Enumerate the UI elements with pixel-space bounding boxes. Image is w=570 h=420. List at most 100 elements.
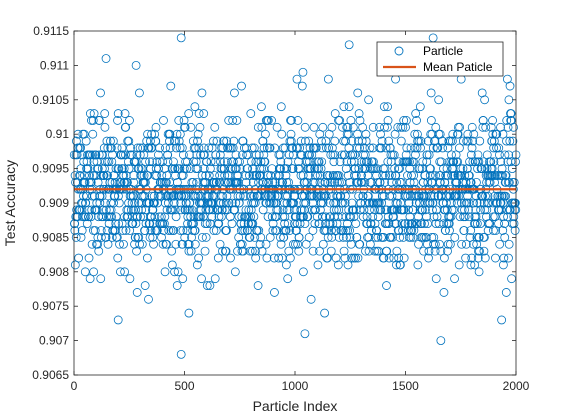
particle-point [504, 239, 514, 249]
particle-point [430, 246, 440, 256]
particle-point [426, 116, 436, 125]
particle-point [148, 232, 158, 242]
particle-point [259, 143, 269, 153]
particle-point [101, 205, 111, 215]
particle-point [318, 239, 328, 249]
particle-point [136, 212, 145, 222]
particle-point [399, 116, 409, 125]
particle-point [115, 239, 124, 249]
particle-point [210, 274, 220, 284]
particle-point [270, 288, 279, 297]
particle-point [468, 157, 478, 167]
particle-point [462, 198, 472, 208]
particle-point [477, 164, 487, 174]
particle-point [352, 143, 362, 153]
particle-point [106, 205, 116, 215]
particle-point [466, 226, 476, 235]
particle-point [464, 171, 474, 180]
particle-point [311, 143, 321, 153]
particle-point [219, 157, 229, 167]
particle-point [299, 212, 309, 222]
particle-point [273, 205, 283, 215]
particle-point [169, 157, 178, 167]
y-tick-label: 0.911 [40, 58, 69, 72]
particle-point [176, 205, 186, 215]
particle-point [304, 171, 313, 180]
particle-point [184, 239, 194, 249]
particle-point [433, 143, 443, 153]
particle-point [479, 246, 489, 256]
particle-point [108, 136, 118, 146]
particle-point-outlier [101, 54, 111, 63]
particle-point [315, 246, 324, 256]
particle-point [79, 129, 89, 139]
particle-point-outlier [436, 336, 446, 346]
particle-point [343, 226, 353, 235]
particle-point [298, 171, 308, 180]
particle-point [165, 143, 175, 153]
particle-point [220, 171, 230, 180]
particle-point [272, 122, 282, 132]
particle-point [191, 157, 201, 167]
particle-point [277, 129, 287, 139]
particle-point [237, 239, 247, 249]
particle-point [241, 191, 250, 201]
particle-point [384, 171, 394, 180]
particle-point [206, 157, 216, 167]
particle-point [282, 164, 292, 174]
particle-point [262, 177, 272, 187]
particle-point [149, 239, 158, 249]
particle-point [340, 191, 350, 201]
particle-point [291, 212, 301, 222]
particle-point [399, 205, 409, 215]
particle-point [300, 122, 310, 132]
particle-point [97, 232, 106, 242]
particle-point [250, 232, 260, 242]
particle-point [327, 226, 336, 235]
particle-point [254, 226, 264, 235]
particle-point [119, 239, 128, 249]
particle-point [489, 143, 499, 153]
particle-point [166, 226, 176, 235]
particle-point [225, 212, 235, 222]
particle-point [268, 226, 278, 235]
particle-point [281, 260, 291, 270]
particle-point [473, 150, 483, 160]
particle-point [357, 136, 367, 146]
particle-point [336, 191, 346, 201]
particle-point [128, 219, 138, 229]
particle-point [124, 136, 134, 146]
particle-point [337, 150, 347, 160]
particle-point [456, 164, 466, 174]
particle-point [126, 143, 135, 153]
particle-point [303, 212, 313, 222]
particle-point [284, 177, 293, 187]
particle-point [142, 253, 152, 263]
particle-point [509, 212, 519, 222]
particle-point [169, 226, 179, 235]
particle-point [449, 205, 458, 215]
particle-point [154, 150, 163, 160]
particle-point [326, 246, 336, 256]
particle-point [373, 232, 383, 242]
particle-point [419, 246, 429, 256]
particle-point [287, 116, 296, 125]
particle-point [363, 191, 373, 201]
particle-point [256, 232, 266, 242]
particle-point [390, 164, 400, 174]
particle-point [86, 212, 96, 222]
particle-point [346, 116, 356, 125]
particle-point [163, 157, 173, 167]
particle-point [121, 226, 131, 235]
particle-point [435, 239, 444, 249]
particle-point [392, 205, 402, 215]
particle-point [329, 157, 339, 167]
particle-point [230, 88, 239, 98]
particle-point [425, 198, 435, 208]
particle-point [181, 198, 191, 208]
particle-point [376, 205, 386, 215]
particle-point [129, 191, 138, 201]
particle-point [90, 191, 99, 201]
particle-point [211, 226, 221, 235]
particle-point [286, 136, 296, 146]
